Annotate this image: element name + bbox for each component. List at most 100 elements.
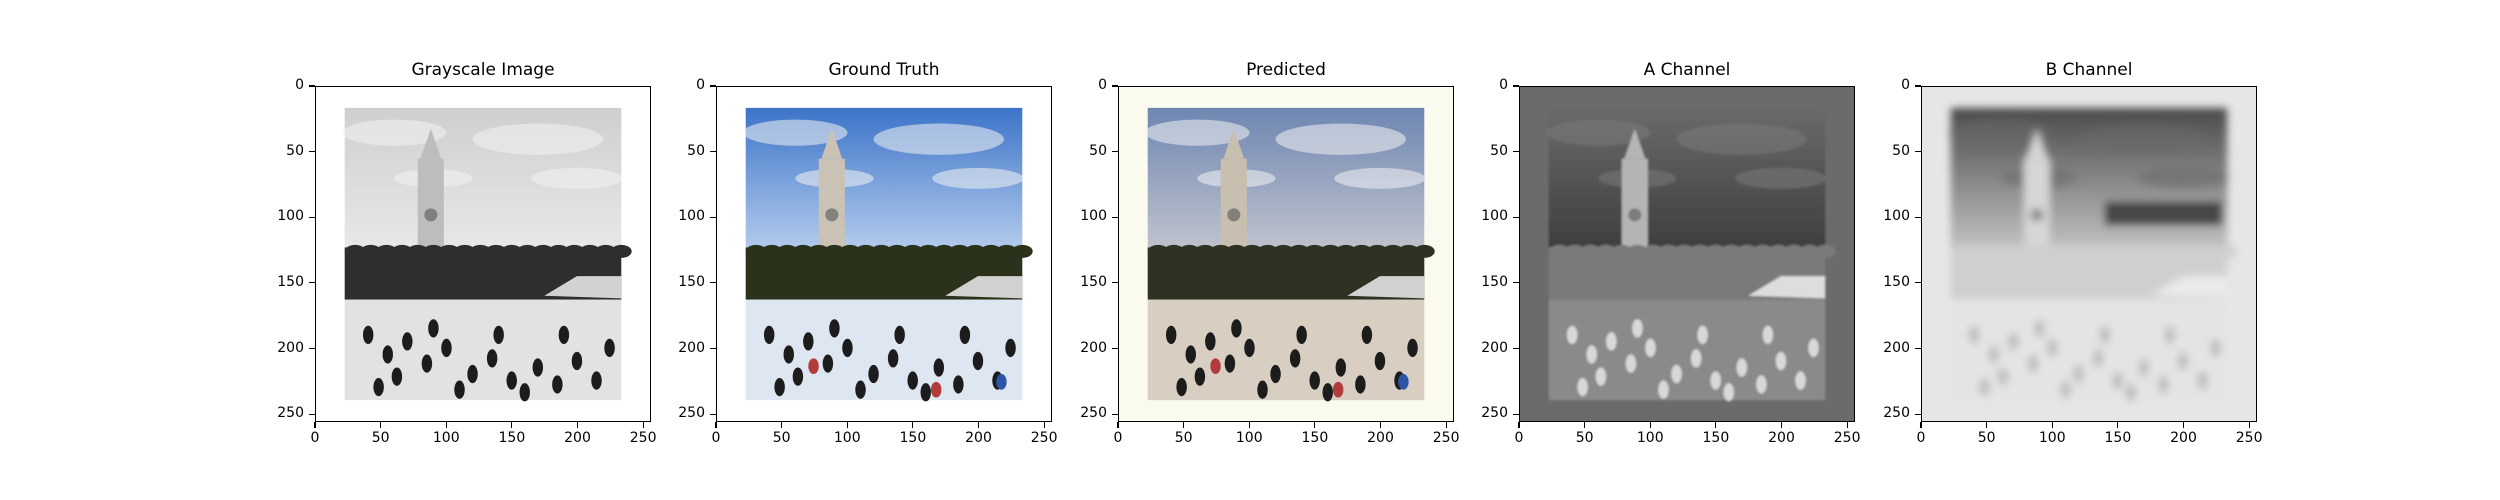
x-tick-mark: [912, 422, 914, 428]
x-tick-mark: [1584, 422, 1586, 428]
image-skater: [1374, 351, 1386, 371]
y-tick-label: 0: [1098, 77, 1107, 93]
image-skater: [2210, 338, 2221, 358]
x-tick-label: 200: [564, 430, 591, 446]
image-palm: [1147, 244, 1169, 258]
x-tick-label: 250: [2235, 430, 2263, 446]
image-skater: [552, 375, 563, 394]
image-tent: [1347, 276, 1425, 299]
image-skater: [591, 371, 602, 390]
y-tick-mark: [1513, 347, 1519, 350]
x-tick-label: 250: [629, 430, 657, 446]
image-skater: [1968, 325, 1980, 345]
image-palm: [1351, 244, 1373, 258]
y-tick-mark: [1112, 85, 1118, 87]
image-palm: [1210, 244, 1232, 258]
y-tick-mark: [1513, 413, 1519, 415]
image-palm: [1966, 244, 1988, 258]
image-skater: [1257, 380, 1268, 399]
image-skater: [2027, 354, 2039, 373]
image-palm: [1611, 244, 1633, 258]
image-palm: [823, 244, 845, 258]
x-tick-mark: [977, 422, 980, 428]
image-palm: [1163, 244, 1185, 258]
image-skater: [2197, 371, 2208, 390]
image-palm: [2201, 244, 2223, 258]
x-tick-label: 250: [1030, 430, 1058, 446]
image-palm: [1366, 244, 1388, 258]
image-clock: [1227, 208, 1241, 222]
y-tick-label: 250: [678, 405, 705, 422]
image-skater: [506, 371, 517, 390]
y-tick-mark: [309, 85, 315, 87]
image-skater: [2125, 383, 2136, 402]
x-tick-label: 50: [1977, 430, 1996, 446]
image-skater: [2112, 371, 2123, 390]
image-palm: [1736, 244, 1758, 258]
image-skater: [1224, 354, 1236, 373]
x-tick-mark: [2117, 422, 2119, 428]
subplot-title: B Channel: [2045, 60, 2133, 80]
y-tick-label: 0: [696, 77, 705, 93]
x-tick-mark: [1920, 422, 1922, 428]
y-tick-label: 50: [1089, 142, 1107, 159]
image-palm: [579, 244, 601, 258]
y-tick-label: 50: [1490, 142, 1508, 159]
x-tick-label: 0: [1113, 430, 1123, 446]
image-palm: [902, 244, 924, 258]
image-palm: [870, 244, 892, 258]
image-palm: [1382, 244, 1404, 258]
image-palm: [2138, 244, 2160, 258]
y-tick-label: 150: [678, 273, 705, 290]
image-skater: [402, 332, 413, 351]
image-skater: [1407, 338, 1418, 358]
image-skater: [1205, 332, 1216, 351]
image-skater: [1690, 349, 1702, 368]
image-skater-colored: [930, 381, 942, 398]
image-palm: [469, 244, 491, 258]
image-palm: [532, 244, 554, 258]
y-tick-label: 150: [1080, 273, 1107, 290]
image-skater: [1176, 377, 1187, 397]
image-palm: [980, 244, 1002, 258]
y-tick-label: 200: [1080, 339, 1107, 356]
image-skater: [1566, 325, 1578, 345]
image-tower-spire: [420, 128, 442, 159]
image-skater: [373, 377, 384, 397]
image-skater: [454, 380, 465, 399]
image-palm: [1799, 244, 1821, 258]
y-tick-mark: [1112, 282, 1118, 284]
image-skater: [920, 383, 931, 402]
image-skater: [1194, 367, 1206, 386]
x-tick-label: 100: [432, 430, 460, 446]
y-tick-label: 200: [678, 339, 705, 356]
image-skater: [1270, 364, 1281, 384]
image-palm: [485, 244, 507, 258]
x-tick-mark: [2182, 422, 2185, 428]
x-tick-label: 200: [1768, 430, 1795, 446]
image-skater: [1577, 377, 1588, 397]
image-palm: [996, 244, 1018, 258]
image-palm: [792, 244, 814, 258]
x-tick-label: 200: [2170, 430, 2197, 446]
image-skater: [1808, 338, 1819, 358]
image-skater: [2177, 351, 2189, 371]
x-tick-mark: [846, 422, 848, 428]
image-palm: [501, 244, 523, 258]
image-skater: [1997, 367, 2009, 386]
image-palm: [1194, 244, 1216, 258]
image-palm: [1580, 244, 1601, 258]
image-skater: [1296, 325, 1307, 345]
y-tick-mark: [1915, 85, 1921, 87]
image-skater-colored: [996, 374, 1007, 390]
y-tick-mark: [1915, 347, 1921, 350]
image-palm: [1658, 244, 1680, 258]
image-skater: [486, 349, 498, 368]
image-palm: [949, 244, 971, 258]
image-palm: [610, 244, 632, 258]
x-tick-label: 100: [2038, 430, 2066, 446]
y-tick-label: 150: [1481, 273, 1508, 290]
